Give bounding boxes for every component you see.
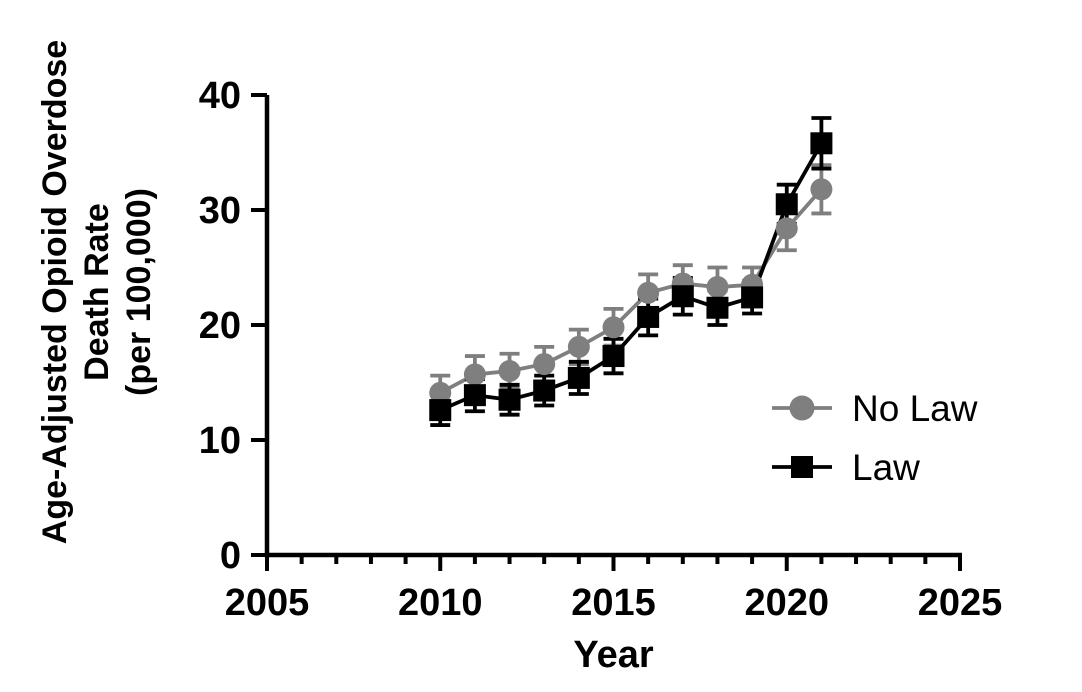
x-axis-title: Year (573, 634, 654, 676)
legend-label: No Law (852, 388, 978, 429)
data-point-marker (602, 316, 625, 339)
data-point-marker (637, 281, 660, 304)
data-point-marker (810, 132, 833, 155)
y-axis-title-line: Death Rate (78, 203, 116, 381)
series-line-law (439, 142, 824, 412)
y-tick-label: 30 (199, 190, 241, 232)
y-tick-label: 20 (199, 305, 241, 347)
data-point-marker (463, 363, 486, 386)
data-point-marker (775, 193, 798, 216)
legend-item-no-law: No Law (772, 388, 978, 429)
data-point-marker (706, 296, 729, 319)
data-point-marker (533, 379, 556, 402)
series-line-no-law (439, 188, 823, 395)
data-point-marker (533, 353, 556, 376)
data-point-marker (810, 178, 833, 201)
x-tick-label: 2015 (571, 582, 656, 624)
data-point-marker (429, 399, 452, 422)
legend-item-law: Law (772, 447, 920, 488)
data-point-marker (498, 388, 521, 411)
y-tick-label: 40 (199, 75, 241, 117)
y-axis-title-line: Age-Adjusted Opioid Overdose (36, 40, 74, 544)
x-tick-label: 2005 (225, 582, 310, 624)
x-tick-label: 2025 (918, 582, 1003, 624)
y-tick-label: 10 (199, 420, 241, 462)
legend-square-marker-icon (791, 456, 813, 478)
y-axis-title-line: (per 100,000) (120, 188, 158, 396)
data-point-marker (429, 381, 452, 404)
data-point-marker (671, 285, 694, 308)
data-point-marker (741, 286, 764, 309)
data-point-marker (498, 360, 521, 382)
x-tick-label: 2010 (398, 582, 483, 624)
data-point-marker (637, 305, 660, 328)
x-tick-label: 2020 (744, 582, 829, 624)
legend-circle-marker-icon (789, 395, 815, 421)
data-point-marker (567, 335, 590, 358)
y-tick-label: 0 (220, 535, 241, 577)
legend-label: Law (852, 447, 920, 488)
data-point-marker (706, 276, 729, 299)
data-point-marker (463, 384, 486, 407)
data-point-marker (775, 217, 798, 240)
data-point-marker (602, 345, 625, 368)
data-point-marker (567, 366, 590, 389)
